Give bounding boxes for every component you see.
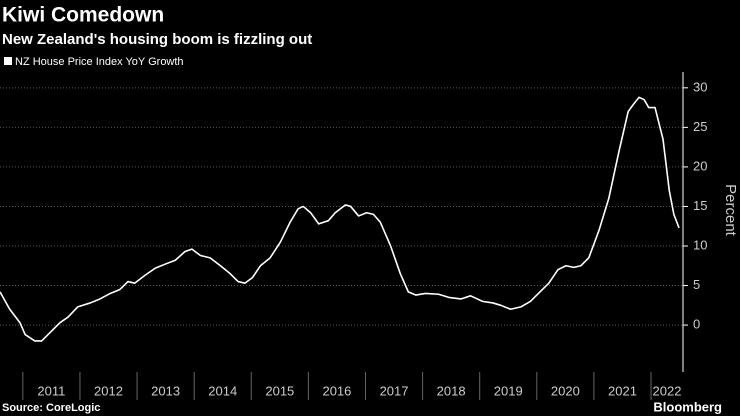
y-tick-label: 15: [693, 198, 707, 213]
brand: Bloomberg: [653, 399, 722, 414]
x-tick-label: 2013: [151, 383, 180, 398]
y-tick-label: 20: [693, 158, 707, 173]
chart-subtitle: New Zealand's housing boom is fizzling o…: [2, 31, 312, 48]
x-tick-label: 2020: [551, 383, 580, 398]
y-tick-label: 10: [693, 237, 707, 252]
y-tick-label: 5: [693, 277, 700, 292]
y-tick-label: 0: [693, 317, 700, 332]
y-tick-label: 25: [693, 119, 707, 134]
source: Source: CoreLogic: [2, 402, 100, 414]
legend-swatch: [4, 57, 12, 65]
y-axis-label: Percent: [722, 184, 739, 237]
x-tick-label: 2018: [437, 383, 466, 398]
x-tick-label: 2011: [37, 383, 65, 398]
x-tick-label: 2021: [608, 383, 637, 398]
x-tick-label: 2022: [653, 383, 682, 398]
x-tick-label: 2019: [494, 383, 523, 398]
x-tick-label: 2017: [380, 383, 409, 398]
data-line: [0, 96, 680, 342]
chart-title: Kiwi Comedown: [2, 4, 164, 27]
x-tick-label: 2016: [322, 383, 351, 398]
x-tick-label: 2015: [265, 383, 294, 398]
x-tick-label: 2012: [94, 383, 123, 398]
x-tick-label: 2014: [208, 383, 237, 398]
y-tick-label: 30: [693, 79, 707, 94]
legend-label: NZ House Price Index YoY Growth: [15, 56, 184, 68]
